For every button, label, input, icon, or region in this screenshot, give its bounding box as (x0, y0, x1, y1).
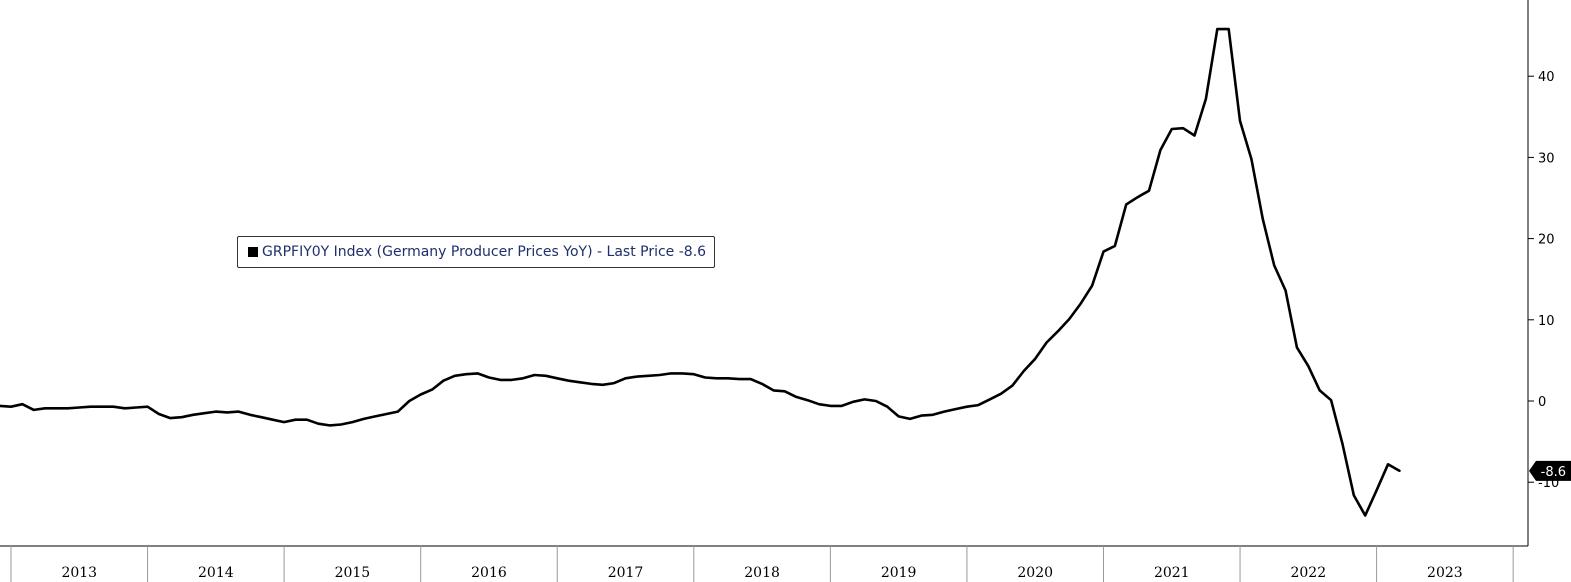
x-tick-label: 2016 (471, 565, 507, 581)
x-tick-label: 2013 (61, 565, 97, 581)
last-price-marker: -8.6 (1529, 460, 1571, 481)
y-tick-label: 20 (1538, 233, 1555, 248)
last-price-label: -8.6 (1541, 465, 1566, 480)
x-tick-label: 2017 (608, 565, 644, 581)
x-tick-label: 2022 (1290, 565, 1326, 581)
legend-text: GRPFIY0Y Index (Germany Producer Prices … (262, 244, 707, 260)
y-tick-label: 50 (1538, 0, 1555, 4)
x-tick-label: 2018 (744, 565, 780, 581)
x-tick-label: 2019 (881, 565, 917, 581)
x-tick-label: 2021 (1154, 565, 1190, 581)
x-tick-label: 2015 (335, 565, 371, 581)
y-axis: -1001020304050 (1527, 0, 1559, 546)
y-tick-label: 10 (1538, 314, 1555, 329)
series-layer (0, 27, 1401, 517)
x-tick-label: 2023 (1427, 565, 1463, 581)
x-axis: 2013 2014 2015 2016 2017 2018 2019 2020 2021 2022… (0, 545, 1528, 582)
y-tick-label: 40 (1538, 70, 1555, 85)
y-tick-label: 30 (1538, 151, 1555, 166)
legend-swatch-icon (248, 247, 258, 257)
last-price-tag (1529, 460, 1571, 481)
y-tick-label: 0 (1538, 395, 1546, 410)
x-tick-label: 2020 (1017, 565, 1053, 581)
series-line (0, 27, 1401, 517)
x-tick-label: 2014 (198, 565, 234, 581)
legend: GRPFIY0Y Index (Germany Producer Prices … (237, 236, 716, 268)
